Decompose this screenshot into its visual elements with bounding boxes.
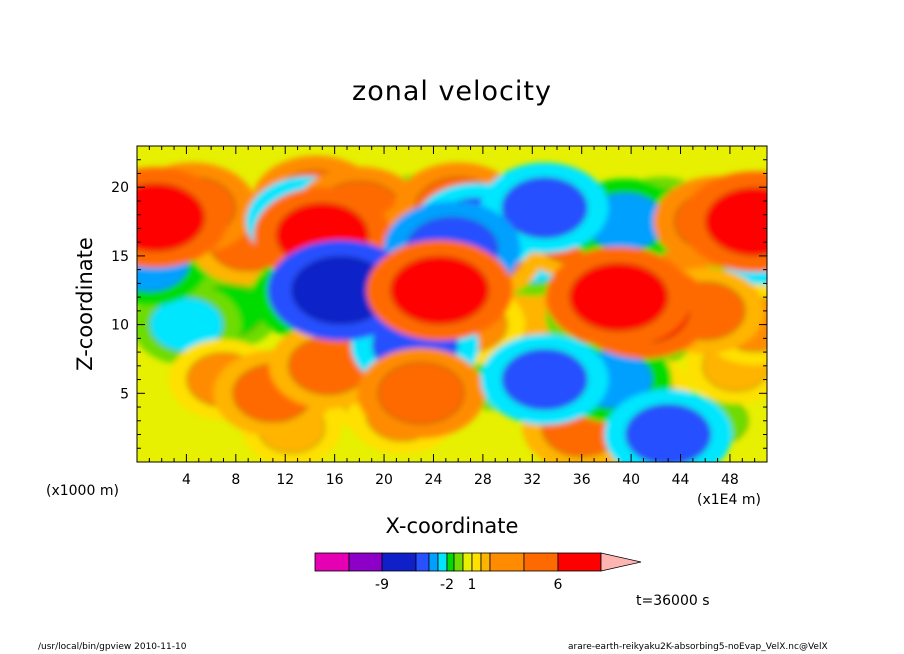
colorbar-label: -2: [440, 577, 454, 593]
x-tick-label: 24: [425, 472, 443, 488]
colorbar: -9 -2 1 6: [314, 552, 642, 593]
y-axis: 5 10 15 20: [111, 159, 767, 449]
x-tick-label: 40: [622, 472, 640, 488]
x-axis-label: X-coordinate: [385, 514, 519, 538]
y-tick-label: 5: [120, 386, 129, 402]
x-axis: 4 8 12 16 20 24 28 32 36 40 44 48: [148, 146, 756, 488]
x-tick-label: 28: [474, 472, 492, 488]
time-label: t=36000 s: [636, 593, 710, 609]
footer-left: /usr/local/bin/gpview 2010-11-10: [38, 642, 187, 652]
x-tick-label: 16: [326, 472, 344, 488]
plot-frame: [136, 145, 768, 463]
x-tick-label: 44: [672, 472, 690, 488]
colorbar-swatch: [446, 552, 455, 572]
field-contour: [390, 256, 489, 325]
field-contour: [137, 183, 205, 252]
field-contour: [705, 187, 767, 256]
colorbar-swatch: [314, 552, 350, 572]
x-tick-label: 12: [276, 472, 294, 488]
colorbar-swatch: [523, 552, 559, 572]
y-tick-label: 20: [111, 180, 129, 196]
colorbar-swatch: [489, 552, 525, 572]
colorbar-swatch: [415, 552, 430, 572]
field-contour: [501, 349, 588, 411]
footer-right: arare-earth-reikyaku2K-absorbing5-noEvap…: [568, 642, 828, 652]
colorbar-label: -9: [375, 577, 389, 593]
chart-title: zonal velocity: [352, 76, 552, 107]
y-tick-label: 10: [111, 318, 129, 334]
field-contour: [569, 263, 668, 331]
colorbar-arrow: [600, 552, 642, 572]
colorbar-swatch: [381, 552, 417, 572]
colorbar-swatch: [437, 552, 448, 572]
y-axis-label: Z-coordinate: [73, 237, 97, 371]
colorbar-swatch: [471, 552, 482, 572]
colorbar-swatch: [453, 552, 464, 572]
x-tick-label: 36: [573, 472, 591, 488]
field-contour: [378, 362, 465, 424]
colorbar-swatch: [557, 552, 602, 572]
field-contour: [501, 177, 588, 239]
x-unit-left: (x1000 m): [46, 483, 119, 499]
colorbar-swatch: [348, 552, 383, 572]
colorbar-swatch: [480, 552, 491, 572]
x-tick-label: 4: [182, 472, 191, 488]
colorbar-label: 6: [554, 577, 563, 593]
colorbar-swatch: [462, 552, 473, 572]
x-unit-right: (x1E4 m): [697, 492, 761, 508]
colorbar-swatch: [428, 552, 439, 572]
field-contour: [625, 404, 712, 462]
x-tick-label: 32: [523, 472, 541, 488]
colorbar-label: 1: [468, 577, 477, 593]
x-tick-label: 8: [231, 472, 240, 488]
x-tick-label: 20: [375, 472, 393, 488]
velocity-field: [137, 146, 767, 462]
x-tick-label: 48: [721, 472, 739, 488]
y-tick-label: 15: [111, 249, 129, 265]
